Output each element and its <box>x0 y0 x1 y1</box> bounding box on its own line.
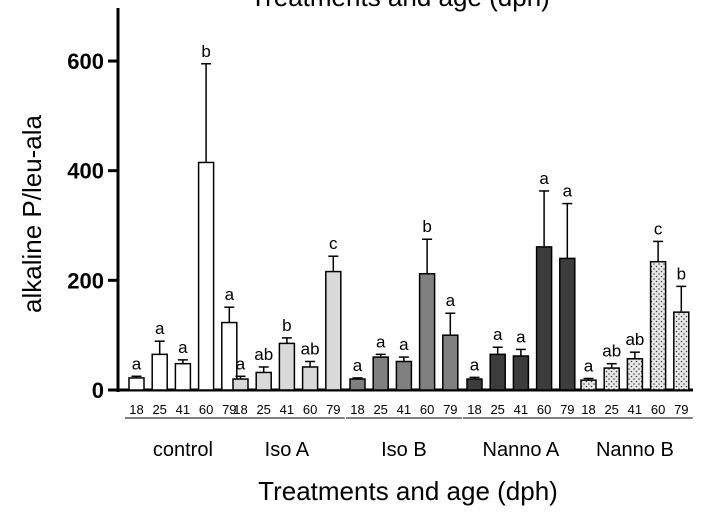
significance-letter: b <box>201 42 210 61</box>
significance-letter: a <box>132 354 142 373</box>
bar <box>559 257 576 391</box>
bar <box>442 334 459 391</box>
age-tick-label: 25 <box>490 402 504 417</box>
significance-letter: b <box>282 316 291 335</box>
age-tick-label: 25 <box>256 402 270 417</box>
significance-letter: a <box>446 291 456 310</box>
bar <box>489 353 506 391</box>
significance-letter: a <box>516 327 526 346</box>
significance-letter: a <box>178 338 188 357</box>
bar <box>649 260 667 391</box>
significance-letter: ab <box>602 342 621 361</box>
age-tick-label: 79 <box>326 402 340 417</box>
age-tick-label: 60 <box>199 402 213 417</box>
age-tick-label: 60 <box>651 402 665 417</box>
age-tick-label: 79 <box>443 402 457 417</box>
age-tick-label: 18 <box>233 402 247 417</box>
age-tick-label: 41 <box>176 402 190 417</box>
age-tick-label: 79 <box>222 402 236 417</box>
significance-letter: ab <box>254 345 273 364</box>
significance-letter: a <box>155 319 165 338</box>
age-tick-label: 41 <box>280 402 294 417</box>
chart-title: Treatments and age (dph) <box>250 0 550 12</box>
bar <box>626 357 644 391</box>
bar <box>128 377 145 391</box>
significance-letter: a <box>563 182 573 201</box>
bar <box>349 378 366 391</box>
bar <box>418 273 436 391</box>
group-label: control <box>153 439 213 461</box>
significance-letter: c <box>654 219 663 238</box>
bar <box>673 311 690 391</box>
y-tick-label: 0 <box>92 378 104 403</box>
significance-letter: ab <box>301 339 320 358</box>
significance-letter: a <box>236 354 246 373</box>
age-tick-label: 18 <box>581 402 595 417</box>
bar <box>151 353 168 391</box>
bar <box>325 270 342 391</box>
y-tick-label: 400 <box>67 159 104 184</box>
bar <box>395 360 413 391</box>
y-axis-label: alkaline P/leu-ala <box>17 114 47 313</box>
group-label: Iso A <box>265 439 310 461</box>
y-tick-label: 200 <box>67 268 104 293</box>
age-tick-label: 25 <box>373 402 387 417</box>
significance-letter: a <box>225 285 235 304</box>
age-tick-label: 25 <box>604 402 618 417</box>
age-tick-label: 41 <box>514 402 528 417</box>
bar <box>232 378 249 391</box>
age-tick-label: 18 <box>129 402 143 417</box>
group-label: Nanno B <box>596 439 674 461</box>
significance-letter: a <box>376 332 386 351</box>
bar <box>221 321 238 391</box>
age-tick-label: 79 <box>674 402 688 417</box>
age-tick-label: 60 <box>537 402 551 417</box>
age-tick-label: 18 <box>467 402 481 417</box>
age-tick-label: 41 <box>628 402 642 417</box>
bar <box>278 342 296 391</box>
bar <box>466 378 483 391</box>
significance-letter: c <box>329 234 338 253</box>
age-tick-label: 60 <box>420 402 434 417</box>
significance-letter: a <box>584 356 594 375</box>
age-tick-label: 18 <box>350 402 364 417</box>
significance-letter: a <box>539 169 549 188</box>
age-tick-label: 41 <box>397 402 411 417</box>
significance-letter: a <box>470 355 480 374</box>
significance-letter: b <box>422 217 431 236</box>
significance-letter: a <box>353 356 363 375</box>
significance-letter: b <box>677 264 686 283</box>
group-label: Nanno A <box>483 439 560 461</box>
x-axis-label: Treatments and age (dph) <box>258 476 558 506</box>
y-tick-label: 600 <box>67 49 104 74</box>
bar <box>197 161 215 391</box>
age-tick-label: 60 <box>303 402 317 417</box>
bar <box>372 356 389 391</box>
bar <box>535 246 553 391</box>
age-tick-label: 25 <box>152 402 166 417</box>
bar <box>603 367 620 391</box>
significance-letter: ab <box>625 330 644 349</box>
age-tick-label: 79 <box>560 402 574 417</box>
bar <box>255 371 272 391</box>
bar <box>301 366 319 391</box>
significance-letter: a <box>493 325 503 344</box>
bar <box>174 362 192 391</box>
significance-letter: a <box>399 335 409 354</box>
group-label: Iso B <box>381 439 427 461</box>
bar <box>512 355 530 391</box>
bar <box>580 379 597 391</box>
